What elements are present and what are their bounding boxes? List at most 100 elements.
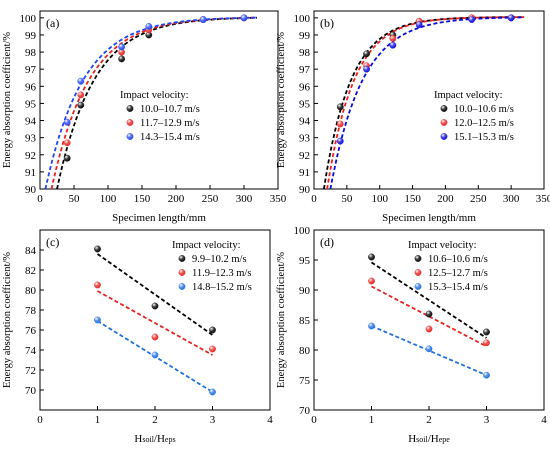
y-tick-label: 74 [25,345,37,357]
y-tick-label: 90 [299,184,311,196]
data-point [94,316,101,324]
y-tick-label: 75 [299,375,311,387]
data-point [425,345,433,353]
y-tick-label: 93 [299,133,311,145]
x-axis-label: Hsoil/Hepe [408,433,450,445]
x-tick-label: 3 [210,414,216,426]
data-point [77,101,85,109]
data-point [425,325,433,333]
y-tick-label: 94 [25,116,37,128]
x-tick-label: 0 [311,414,317,426]
x-tick-label: 2 [152,414,158,426]
data-point [507,14,515,22]
panel-label: (c) [46,235,59,249]
y-tick-label: 100 [20,13,37,25]
panel-label: (d) [320,235,334,249]
legend-marker [414,283,422,290]
y-tick-label: 98 [25,47,37,59]
x-tick-label: 4 [267,414,273,426]
x-tick-label: 50 [341,193,353,205]
data-point [363,65,370,73]
x-tick-label: 50 [69,193,81,205]
legend-marker [414,255,422,262]
data-point [118,43,126,51]
legend-entry: 14.8–15.2 m/s [192,282,252,293]
y-tick-label: 84 [25,245,37,257]
legend-marker [178,283,186,290]
data-point [389,41,397,49]
chart-panel-0: 0 50 100 150 200 250 300 350 90 91 92 93 94 95 96 97 98 9… [2,10,287,224]
data-point [240,14,248,22]
fit-curve-1 [326,16,525,189]
fit-curve-2 [329,16,524,189]
y-tick-label: 95 [299,98,311,110]
data-point [368,322,375,330]
data-point [199,16,207,23]
legend-marker [440,105,448,112]
data-point [209,326,216,334]
fit-line-1 [371,285,487,348]
data-point [151,351,159,359]
fit-curve-0 [56,16,257,189]
x-tick-label: 300 [503,193,520,205]
data-point [63,118,71,126]
data-point [145,23,153,30]
y-tick-label: 70 [25,385,37,397]
y-tick-label: 92 [25,150,36,162]
legend-marker [126,119,134,126]
x-tick-label: 2 [426,414,432,426]
y-tick-label: 93 [25,133,37,145]
y-tick-label: 91 [299,167,310,179]
y-tick-label: 100 [294,225,311,237]
x-axis-label-part: /H [154,433,165,445]
data-point [63,139,71,147]
legend-entry: 11.7–12.9 m/s [140,118,199,129]
x-tick-label: 250 [470,193,487,205]
x-tick-label: 100 [371,193,388,205]
legend-marker [178,255,186,262]
data-point [368,253,375,261]
legend-entry: 9.9–10.2 m/s [192,254,247,265]
legend-entry: 12.5–12.7 m/s [428,268,488,279]
data-point [151,333,159,341]
data-point [415,21,423,29]
x-tick-label: 150 [404,193,421,205]
y-tick-label: 99 [25,30,37,42]
x-tick-label: 250 [202,193,219,205]
plot-frame [313,10,545,190]
legend-marker [440,119,448,126]
y-tick-label: 76 [25,325,37,337]
x-tick-label: 0 [37,193,43,205]
fit-lines [371,261,487,377]
y-tick-label: 91 [25,167,36,179]
legend-entry: 12.0–12.5 m/s [454,118,514,129]
x-axis-label-part: H [134,433,142,445]
x-axis-label: Specimen length/mm [382,212,476,224]
y-tick-label: 72 [25,365,36,377]
y-tick-label: 96 [299,81,311,93]
y-tick-label: 97 [299,64,311,76]
y-tick-label: 90 [25,184,37,196]
chart-panel-3: 0 1 2 3 4 70 75 80 85 90 95 100 Hsoil/Hepe Energy abs… [276,225,547,445]
legend-entry: 10.0–10.7 m/s [140,104,200,115]
data-point [118,55,126,63]
data-point [389,34,397,42]
y-axis-label: Energy absorption coefficient/% [2,252,13,388]
plot-frame [39,10,279,190]
legend-entry: 15.3–15.4 m/s [428,282,488,293]
x-tick-label: 350 [270,193,287,205]
x-tick-label: 1 [369,414,375,426]
legend-title: Impact velocity: [434,90,503,101]
data-point [336,103,344,111]
x-axis-label-part: H [408,433,416,445]
data-point [209,388,216,396]
x-tick-label: 1 [95,414,101,426]
y-tick-label: 80 [299,345,311,357]
data-point [368,277,375,285]
y-tick-label: 96 [25,81,37,93]
fit-lines [323,16,525,189]
x-tick-label: 0 [37,414,43,426]
x-tick-label: 4 [541,414,547,426]
panel-label: (a) [46,16,59,30]
fit-line-1 [97,290,213,356]
